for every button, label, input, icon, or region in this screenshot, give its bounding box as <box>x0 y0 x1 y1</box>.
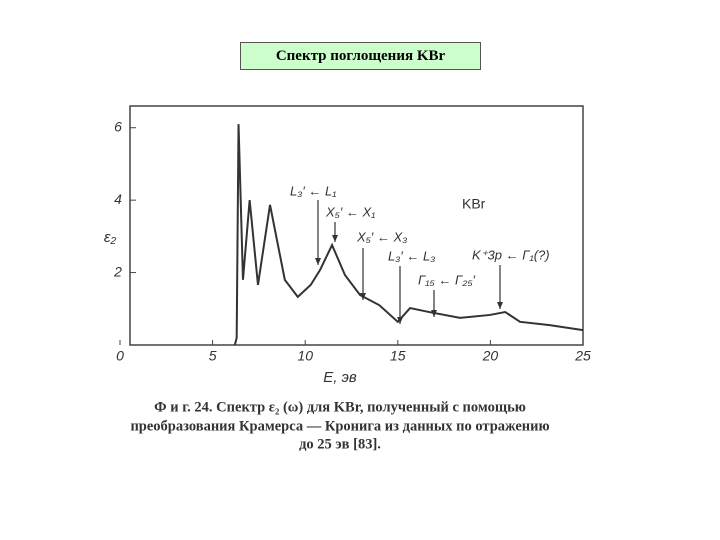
x-tick-label: 0 <box>116 348 124 364</box>
y-tick-label: 6 <box>114 118 122 134</box>
x-tick-label: 20 <box>482 348 499 364</box>
arrow-head <box>431 310 437 317</box>
caption-line: преобразования Крамерса — Кронига из дан… <box>130 418 549 434</box>
arrow-head <box>497 302 503 309</box>
arrow-head <box>332 235 338 242</box>
arrow-head <box>360 293 366 300</box>
y-tick-label: 2 <box>113 263 122 279</box>
caption-line: Ф и г. 24. Спектр ε₂ (ω) для KBr, получе… <box>154 399 526 415</box>
series-label: KBr <box>462 196 486 212</box>
arrow-head <box>315 258 321 265</box>
x-tick-label: 5 <box>209 348 217 364</box>
data-line <box>233 124 584 346</box>
x-tick-label: 15 <box>390 348 406 364</box>
y-axis-label: ε₂ <box>104 229 117 246</box>
x-tick-label: 10 <box>297 348 313 364</box>
caption-line: до 25 эв [83]. <box>299 436 381 452</box>
annotation: X₅′ ← X₃ <box>356 229 407 244</box>
annotation: K⁺3p ← Γ₁(?) <box>472 247 550 262</box>
annotation: X₅′ ← X₁ <box>325 204 375 219</box>
y-tick-label: 4 <box>114 191 122 207</box>
x-axis-label: E, эв <box>323 369 357 386</box>
annotation: Γ₁₅ ← Γ₂₅′ <box>418 272 476 287</box>
annotation: L₃′ ← L₃ <box>388 248 435 263</box>
x-tick-label: 25 <box>574 348 591 364</box>
plot-frame <box>129 105 584 346</box>
slide-title: Спектр поглощения KBr <box>240 42 481 70</box>
arrow-head <box>397 317 403 324</box>
annotation: L₃′ ← L₁ <box>290 183 336 198</box>
